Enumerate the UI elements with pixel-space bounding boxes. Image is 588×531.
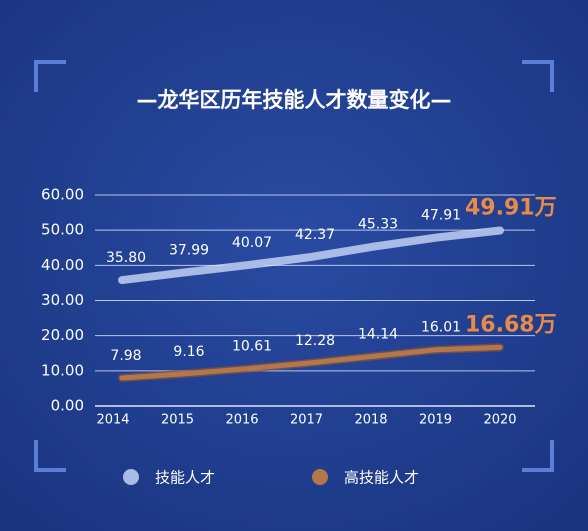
value-label: 12.28	[295, 333, 335, 349]
x-tick-label: 2020	[483, 413, 516, 428]
y-tick-label: 40.00	[41, 256, 84, 274]
value-label-highlight: 49.91万	[465, 195, 557, 220]
value-label: 16.01	[421, 320, 461, 336]
y-tick-label: 10.00	[41, 361, 84, 379]
series-line	[119, 344, 503, 381]
x-tick-label: 2014	[96, 413, 129, 428]
value-label: 47.91	[421, 208, 461, 224]
series-line	[119, 227, 503, 283]
corner-brackets	[34, 60, 554, 472]
value-label: 10.61	[232, 339, 272, 355]
x-tick-label: 2019	[419, 413, 452, 428]
value-label: 7.98	[110, 348, 141, 364]
legend-label: 技能人才	[155, 469, 215, 487]
value-label: 42.37	[295, 227, 335, 243]
y-tick-label: 20.00	[41, 326, 84, 344]
value-label: 40.07	[232, 235, 272, 251]
y-tick-label: 60.00	[41, 186, 84, 204]
legend-marker	[312, 469, 328, 485]
x-tick-label: 2017	[290, 413, 323, 428]
x-tick-label: 2015	[161, 413, 194, 428]
y-tick-label: 0.00	[51, 397, 84, 415]
y-tick-label: 50.00	[41, 221, 84, 239]
value-label: 9.16	[173, 344, 204, 360]
legend-label: 高技能人才	[344, 469, 419, 487]
value-label: 14.14	[358, 326, 398, 342]
legend-marker	[123, 469, 139, 485]
x-tick-label: 2018	[354, 413, 387, 428]
value-label: 35.80	[106, 250, 146, 266]
y-tick-label: 30.00	[41, 291, 84, 309]
value-label: 37.99	[169, 242, 209, 258]
value-label-highlight: 16.68万	[465, 312, 557, 337]
chart-title: —龙华区历年技能人才数量变化—	[137, 88, 452, 112]
x-tick-label: 2016	[225, 413, 258, 428]
value-label: 45.33	[358, 217, 398, 233]
